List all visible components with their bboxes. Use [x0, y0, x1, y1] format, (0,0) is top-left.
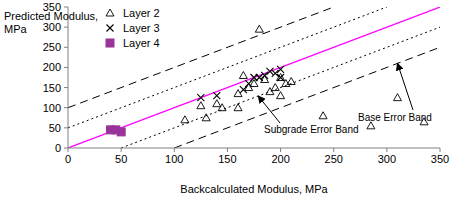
reference-line	[174, 47, 440, 148]
point	[277, 74, 284, 81]
point	[277, 74, 285, 81]
point	[393, 94, 401, 101]
point	[239, 71, 247, 78]
point	[213, 92, 220, 99]
y-tick-label: 0	[55, 142, 61, 154]
point	[218, 104, 226, 111]
y-tick	[64, 127, 68, 128]
y-tick-label: 50	[49, 122, 61, 134]
legend-marker	[106, 39, 114, 47]
y-tick-label: 150	[43, 82, 61, 94]
x-tick-label: 0	[65, 153, 71, 165]
legend: Layer 2 Layer 3 Layer 4	[106, 7, 160, 49]
point	[255, 25, 263, 32]
point	[117, 128, 125, 136]
x-tick-label: 100	[165, 153, 183, 165]
point	[181, 116, 189, 123]
x-tick-label: 50	[115, 153, 127, 165]
x-axis	[68, 148, 440, 149]
reference-line	[121, 27, 440, 148]
x-tick	[440, 148, 441, 152]
reference-lines	[68, 7, 440, 148]
annotation: Subgrade Error Band	[264, 124, 359, 135]
x-tick	[280, 148, 281, 152]
point	[202, 114, 210, 121]
point	[266, 68, 273, 75]
y-axis-title: Predicted Modulus,MPa	[4, 10, 98, 35]
x-tick-label: 250	[325, 153, 343, 165]
y-tick-label: 300	[43, 21, 61, 33]
x-tick	[333, 148, 334, 152]
y-tick-label: 200	[43, 61, 61, 73]
point	[319, 112, 327, 119]
point	[287, 78, 295, 85]
x-tick-label: 200	[271, 153, 289, 165]
x-tick-label: 350	[431, 153, 449, 165]
reference-line	[68, 7, 387, 128]
reference-line	[68, 7, 334, 108]
point	[197, 102, 205, 109]
legend-marker	[106, 9, 114, 16]
reference-line	[68, 7, 440, 148]
x-tick	[174, 148, 175, 152]
y-tick	[64, 47, 68, 48]
point	[271, 84, 279, 91]
x-tick	[121, 148, 122, 152]
point	[234, 90, 242, 97]
point	[261, 72, 268, 79]
x-tick	[386, 148, 387, 152]
y-tick	[64, 7, 68, 8]
x-axis-title: Backcalculated Modulus, MPa	[180, 183, 328, 195]
y-tick	[64, 87, 68, 88]
y-axis-title-line: Predicted Modulus,	[4, 10, 98, 22]
annotation-arrow	[397, 63, 413, 110]
y-axis	[68, 7, 69, 148]
point	[234, 104, 242, 111]
legend-marker	[107, 25, 114, 32]
point	[277, 92, 285, 99]
annotation-arrow	[258, 96, 280, 123]
x-tick	[227, 148, 228, 152]
y-tick-label: 250	[43, 41, 61, 53]
legend-label: Layer 4	[123, 37, 160, 49]
point	[213, 100, 221, 107]
point	[256, 74, 263, 81]
y-tick-label: 100	[43, 102, 61, 114]
legend-label: Layer 2	[123, 7, 160, 19]
chart: 0501001502002503003500501001502002503003…	[0, 0, 475, 202]
y-tick	[64, 27, 68, 28]
y-axis-title-line: MPa	[4, 23, 28, 35]
x-tick-label: 150	[218, 153, 236, 165]
point	[197, 94, 204, 101]
y-tick	[64, 107, 68, 108]
y-tick	[64, 67, 68, 68]
point	[272, 70, 279, 77]
x-tick	[68, 148, 69, 152]
point	[277, 66, 284, 73]
x-tick-label: 300	[378, 153, 396, 165]
legend-label: Layer 3	[123, 22, 160, 34]
annotation: Base Error Band	[358, 112, 432, 123]
y-tick	[64, 148, 68, 149]
